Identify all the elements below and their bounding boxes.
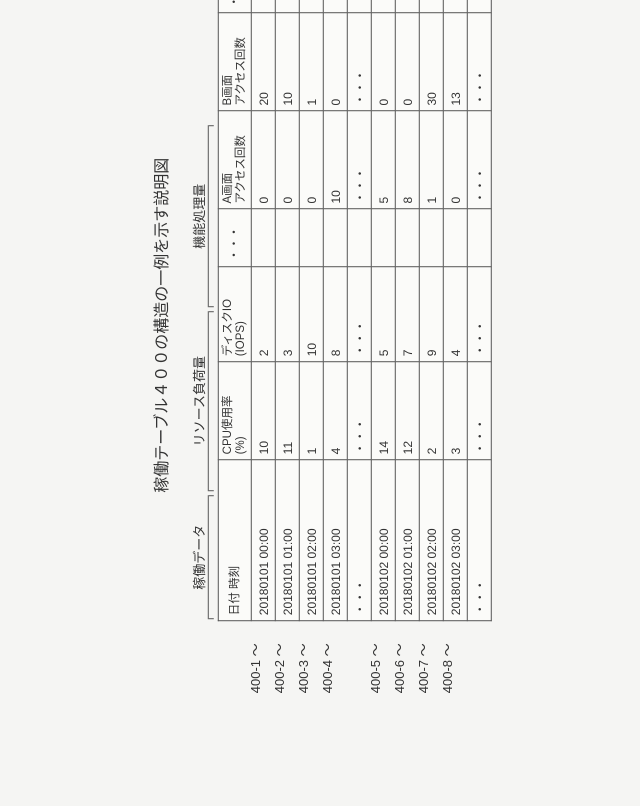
col-datetime: 日付 時刻 bbox=[218, 460, 251, 621]
table-row: ・・・・・・・・・・・・・・・ bbox=[348, 0, 372, 621]
row-label: 400-2 ～ bbox=[268, 621, 292, 695]
table-row: 20180102 00:0014550 bbox=[372, 0, 396, 621]
row-label: 400-3 ～ bbox=[292, 621, 316, 695]
table-body: 20180101 00:00102020 20180101 01:0011301… bbox=[252, 0, 492, 621]
row-label: 400-8 ～ bbox=[436, 621, 460, 695]
operation-table: 日付 時刻 CPU使用率 (%) ディスクIO (IOPS) ・・・ A画面 ア… bbox=[218, 0, 492, 621]
row-label: 400-6 ～ bbox=[388, 621, 412, 695]
column-group-labels: 稼働データ リソース負荷量 機能処理量 bbox=[186, 0, 208, 621]
group-resource-label: リソース負荷量 bbox=[192, 356, 207, 446]
row-label bbox=[340, 621, 364, 695]
col-ellipsis: ・・・ bbox=[218, 209, 251, 266]
table-row: ・・・・・・・・・・・・・・・ bbox=[468, 0, 492, 621]
col-diskio: ディスクIO (IOPS) bbox=[218, 266, 251, 362]
col-screen-b: B画面 アクセス回数 bbox=[218, 13, 251, 111]
brace-row bbox=[208, 0, 218, 621]
table-row: 20180101 00:00102020 bbox=[252, 0, 276, 621]
figure-title: 稼働テーブル４００の構造の一例を示す説明図 bbox=[148, 0, 172, 695]
table-header-row: 日付 時刻 CPU使用率 (%) ディスクIO (IOPS) ・・・ A画面 ア… bbox=[218, 0, 251, 621]
col-cpu: CPU使用率 (%) bbox=[218, 362, 251, 460]
col-ellipsis-2: ・・・ bbox=[218, 0, 251, 13]
group-function-label: 機能処理量 bbox=[192, 184, 207, 249]
col-screen-a: A画面 アクセス回数 bbox=[218, 111, 251, 209]
group-operation-label: 稼働データ bbox=[192, 525, 207, 590]
row-label: 400-7 ～ bbox=[412, 621, 436, 695]
table-row: 20180101 01:00113010 bbox=[276, 0, 300, 621]
table-row: 20180101 03:0048100 bbox=[324, 0, 348, 621]
row-label: 400-4 ～ bbox=[316, 621, 340, 695]
row-label: 400-1 ～ bbox=[244, 621, 268, 695]
row-label bbox=[460, 621, 484, 695]
table-row: 20180102 02:0029130 bbox=[420, 0, 444, 621]
table-row: 20180102 01:0012780 bbox=[396, 0, 420, 621]
table-row: 20180102 03:0034013 bbox=[444, 0, 468, 621]
table-row: 20180101 02:0011001 bbox=[300, 0, 324, 621]
row-label-column: 400-1 ～ 400-2 ～ 400-3 ～ 400-4 ～ 400-5 ～ … bbox=[186, 621, 484, 695]
row-label: 400-5 ～ bbox=[364, 621, 388, 695]
